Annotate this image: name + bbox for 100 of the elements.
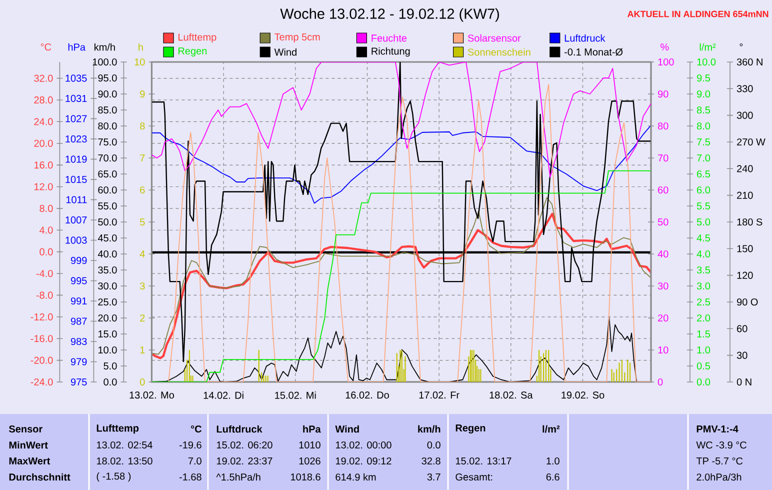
y-tick-label: 4 [140,250,145,258]
y2-tick-label: 80 [658,122,668,130]
y2-tick-label: 360 N [736,58,762,66]
y-tick-label: 65.0 [98,170,117,178]
y-tick-label: 16.0 [34,162,53,169]
y-axis-title: km/h [94,43,115,51]
y-tick-label: 1019 [66,156,87,163]
text: MinWert [9,441,48,449]
legend-label: Richtung [372,47,410,57]
y3-tick-label: 2.0 [697,314,710,322]
y3-tick-label: 9.0 [697,90,710,98]
y3-tick-label: 1.0 [697,346,710,354]
y2-axis-title: ° [740,44,743,46]
text: 0.0 [427,441,440,449]
y3-tick-label: 2.5 [697,298,710,306]
text: Sensor [8,425,42,433]
y-tick-label: 1 [140,346,145,354]
y2-tick-label: 70 [658,154,668,162]
y-tick-label: 975 [70,378,87,386]
text: -1.68 [179,473,202,481]
y-tick-label: -12.0 [30,313,53,320]
y-tick-label: 979 [70,358,87,366]
y-tick-label: 100.0 [92,58,117,66]
text: Luftdruck [216,425,262,433]
y-tick-label: 991 [70,297,87,305]
y-tick-label: 80.0 [98,122,117,130]
x-tick-label: 18.02. Sa [490,392,533,399]
y-tick-label: 10.0 [98,346,117,354]
x-tick-label: 14.02. Di [204,392,244,399]
y-tick-label: 35.0 [98,266,117,274]
legend-label: Lufttemp [178,33,216,43]
y3-tick-label: 10.0 [697,58,716,66]
y2-tick-label: 0 [658,378,663,386]
y2-tick-label: 120 [737,272,753,279]
y-tick-label: 2 [140,314,145,322]
y-tick-label: 20.0 [98,314,117,322]
text: km/h [418,425,440,433]
y-tick-label: -20.0 [30,356,53,364]
y-axis-title: hPa [68,43,86,51]
x-tick-label: 19.02. So [562,392,604,399]
y-tick-label: 60.0 [98,186,117,194]
y2-tick-label: 300 [736,112,753,119]
y3-tick-label: 8.0 [696,122,710,130]
text: WC -3.9 °C [696,441,746,449]
text: 1010 [299,441,320,449]
y3-tick-label: 7.5 [697,138,710,146]
text: 3.7 [427,473,440,481]
x-tick-label: 17.02. Fr [419,392,460,399]
y-axis-title: °C [40,43,52,51]
y2-tick-label: 30 [736,352,748,359]
text: PMV-1:-4 [696,426,738,432]
y-tick-label: 5 [140,218,145,226]
text: °C [191,425,202,433]
y-tick-label: 55.0 [98,202,117,210]
y-tick-label: 8.0 [40,204,53,212]
text: Regen [456,424,486,434]
y3-tick-label: 3.5 [696,266,710,274]
y3-tick-label: 6.0 [697,186,710,194]
legend-label: Wind [274,48,296,56]
x-tick-label: 15.02. Mi [275,392,316,399]
y-tick-label: 12.0 [34,183,53,190]
y-tick-label: 1031 [66,94,87,102]
y-tick-label: 70.0 [98,154,117,162]
y-tick-label: 983 [70,338,87,346]
y-tick-label: 75.0 [98,138,117,146]
y-tick-label: 1015 [66,176,87,183]
y-tick-label: -4.0 [36,270,53,278]
y-tick-label: 8 [140,122,145,130]
y2-tick-label: 270 W [737,138,766,146]
x-tick-label: 16.02. Do [346,392,389,399]
y-tick-label: 40.0 [98,250,117,258]
y2-axis-title: % [660,43,669,50]
text: 32.8 [422,457,440,465]
y-tick-label: 95.0 [98,74,117,82]
y-tick-label: 1035 [66,74,87,82]
y3-tick-label: 4.5 [696,234,710,242]
legend-label: Luftdruck [564,34,606,42]
y2-tick-label: 210 [737,192,753,199]
y2-tick-label: 10 [658,346,668,354]
text: 13.02. 02:54 [96,441,152,449]
legend-label: Solarsensor [468,34,521,42]
y3-axis-title: l/m² [700,43,716,51]
text: -19.6 [179,441,202,449]
y3-tick-label: 6.5 [697,170,710,178]
y-tick-label: 45.0 [98,234,117,242]
text: 15.02. 13:17 [456,457,512,465]
y3-tick-label: 5.5 [696,202,710,210]
y-tick-label: 32.0 [34,74,53,82]
y2-tick-label: 100 [658,58,674,66]
y-tick-label: 5.0 [104,362,117,370]
y-tick-label: -24.0 [30,378,53,386]
text: Gesamt: [456,473,492,481]
text: 18.02. 13:50 [96,457,152,465]
y-tick-label: 50.0 [98,218,117,226]
y3-tick-label: 3.0 [696,282,710,290]
legend-label: Sonnenschein [468,48,530,56]
text: ^1.5hPa/h [216,473,260,481]
y-tick-label: 995 [70,277,87,284]
text: MaxWert [9,457,50,464]
chart-title: Woche 13.02.12 - 19.02.12 (KW7) [280,8,499,22]
